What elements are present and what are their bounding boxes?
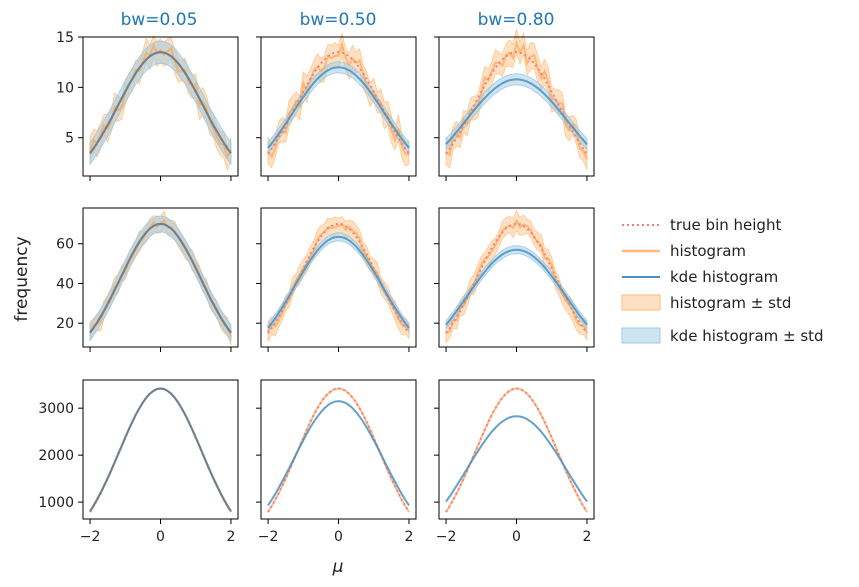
true-bin-height-line <box>89 387 232 513</box>
histogram-line <box>445 218 588 334</box>
column-title-bw080: bw=0.80 <box>478 10 555 30</box>
y-tick-label: 20 <box>56 316 74 332</box>
true-bin-height-line <box>89 222 232 334</box>
x-tick-label: 0 <box>156 529 165 545</box>
kde-histogram-line <box>445 248 588 326</box>
x-axis-label: μ <box>332 557 344 577</box>
y-tick-label: 3000 <box>38 401 74 417</box>
subplot-grid: 5 10 15 20 40 60 −2 0 2 1000 2000 3000 −2 0 2 −2 0 2 <box>38 28 595 545</box>
subplot-r1-c0: 20 40 60 <box>56 207 239 352</box>
legend-label-histogram-std: histogram ± std <box>670 294 791 312</box>
x-tick-label: 0 <box>512 529 521 545</box>
subplot-r0-c0: 5 10 15 <box>56 30 239 181</box>
column-title-bw005: bw=0.05 <box>121 10 198 30</box>
subplot-r2-c2: −2 0 2 <box>434 379 595 545</box>
y-tick-label: 15 <box>56 30 74 46</box>
kde-histogram-line <box>89 222 232 334</box>
column-title-bw050: bw=0.50 <box>300 10 377 30</box>
true-bin-height-line <box>445 51 588 155</box>
overlap-line <box>89 51 232 154</box>
kde-histogram-line <box>267 66 410 149</box>
kde-histogram-line <box>89 51 232 154</box>
histogram-std-band <box>445 28 588 171</box>
legend-label-kde-histogram-std: kde histogram ± std <box>670 327 824 345</box>
kde-histogram-line <box>89 387 232 512</box>
legend-swatch-histogram-std <box>621 294 661 311</box>
kde-std-band <box>89 215 232 342</box>
kde-std-band <box>445 245 588 330</box>
y-tick-label: 60 <box>56 237 74 253</box>
subplot-r2-c0: −2 0 2 1000 2000 3000 <box>38 379 239 545</box>
legend-swatch-kde-histogram-std <box>621 327 661 344</box>
y-axis-label: frequency <box>12 236 32 321</box>
subplot-r2-c1: −2 0 2 <box>256 379 417 545</box>
legend: true bin height histogram kde histogram … <box>621 216 824 345</box>
true-bin-height-line <box>445 387 588 513</box>
x-tick-label: −2 <box>258 529 279 545</box>
legend-label-histogram: histogram <box>670 242 746 260</box>
histogram-std-band <box>445 209 588 344</box>
y-tick-label: 5 <box>65 131 74 147</box>
histogram-line <box>445 39 588 160</box>
y-tick-label: 2000 <box>38 448 74 464</box>
histogram-line <box>89 387 232 513</box>
x-tick-label: 2 <box>404 529 413 545</box>
y-tick-label: 1000 <box>38 495 74 511</box>
axes-frame <box>82 379 239 520</box>
true-bin-height-line <box>445 222 588 334</box>
subplot-r0-c1 <box>256 32 417 181</box>
kde-histogram-line <box>445 415 588 503</box>
kde-histogram-line <box>267 235 410 329</box>
histogram-line <box>267 387 410 513</box>
x-tick-label: −2 <box>436 529 457 545</box>
kde-std-band <box>445 73 588 151</box>
histogram-line <box>89 218 232 338</box>
histogram-line <box>445 387 588 513</box>
subplot-r0-c2 <box>434 28 595 181</box>
overlap-line <box>89 387 232 512</box>
overlap-line <box>89 222 232 334</box>
kde-histogram-line <box>445 78 588 145</box>
kde-histogram-line <box>267 400 410 507</box>
x-tick-label: −2 <box>80 529 101 545</box>
legend-label-true-bin-height: true bin height <box>670 216 781 234</box>
legend-label-kde-histogram: kde histogram <box>670 268 778 286</box>
axes-frame <box>438 379 595 520</box>
true-bin-height-line <box>267 387 410 513</box>
x-tick-label: 0 <box>334 529 343 545</box>
axes-frame <box>438 36 595 177</box>
x-tick-label: 2 <box>226 529 235 545</box>
kde-std-band <box>89 40 232 166</box>
true-bin-height-line <box>89 51 232 155</box>
subplot-r1-c1 <box>256 207 417 352</box>
x-tick-label: 2 <box>582 529 591 545</box>
y-tick-label: 10 <box>56 80 74 96</box>
kde-std-band <box>267 232 410 334</box>
y-tick-label: 40 <box>56 276 74 292</box>
subplot-r1-c2 <box>434 207 595 352</box>
